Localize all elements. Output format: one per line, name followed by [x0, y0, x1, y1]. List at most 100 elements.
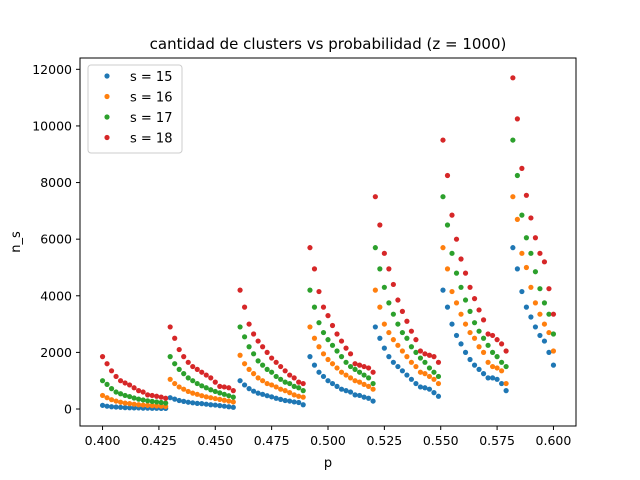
series-s0 — [99, 245, 557, 412]
data-point — [365, 365, 372, 371]
data-point — [246, 366, 252, 372]
data-point — [422, 371, 428, 377]
data-point — [413, 337, 419, 343]
data-point — [356, 392, 363, 399]
data-point — [510, 245, 516, 251]
data-point — [417, 369, 424, 375]
data-point — [136, 396, 142, 402]
data-point — [503, 363, 509, 370]
data-point — [172, 396, 178, 402]
legend-marker — [104, 114, 110, 120]
y-tick-label: 8000 — [40, 175, 72, 190]
data-point — [523, 192, 530, 198]
data-point — [390, 281, 396, 288]
data-point — [122, 405, 128, 411]
data-point — [381, 250, 387, 256]
data-point — [395, 297, 401, 303]
data-point — [485, 342, 491, 348]
data-point — [413, 363, 419, 370]
data-point — [99, 378, 106, 384]
data-point — [399, 308, 405, 314]
data-point — [273, 384, 279, 390]
data-point — [203, 401, 209, 407]
data-point — [226, 404, 232, 410]
legend-label: s = 18 — [130, 132, 172, 147]
data-point — [489, 332, 496, 339]
data-point — [255, 390, 261, 396]
data-point — [316, 344, 322, 350]
series-s1 — [99, 194, 557, 410]
data-point — [185, 375, 191, 381]
data-point — [176, 366, 182, 372]
data-point — [365, 375, 372, 381]
data-point — [386, 300, 392, 306]
legend: s = 15 s = 16 s = 17 s = 18 — [87, 64, 183, 154]
data-point — [458, 256, 464, 262]
data-point — [528, 284, 534, 290]
data-point — [467, 356, 473, 363]
data-point — [316, 288, 322, 295]
data-point — [503, 348, 509, 354]
y-axis-ticks: 0 2000 4000 6000 8000 10000 12000 — [32, 62, 80, 417]
data-point — [404, 335, 410, 341]
data-point — [386, 354, 392, 360]
data-point — [334, 331, 340, 337]
y-tick-label: 6000 — [40, 232, 72, 247]
data-point — [365, 395, 372, 401]
data-point — [311, 362, 318, 368]
data-point — [471, 362, 478, 368]
data-point — [251, 351, 257, 357]
data-point — [372, 324, 378, 330]
data-point — [99, 392, 106, 399]
data-point — [523, 264, 530, 271]
data-point — [541, 321, 548, 327]
data-point — [413, 380, 419, 387]
data-point — [449, 212, 455, 218]
data-point — [176, 346, 182, 353]
data-point — [158, 399, 164, 406]
data-point — [140, 402, 146, 408]
data-point — [167, 376, 173, 382]
data-point — [532, 324, 539, 330]
data-point — [208, 395, 214, 401]
data-point — [395, 363, 401, 370]
data-point — [329, 342, 336, 348]
data-point — [370, 369, 376, 375]
x-tick-label: 0.450 — [197, 433, 233, 448]
data-point — [104, 395, 110, 401]
data-point — [127, 393, 133, 400]
data-point — [471, 335, 478, 341]
data-point — [291, 375, 297, 381]
y-tick-label: 12000 — [32, 62, 72, 77]
data-point — [255, 338, 261, 344]
data-point — [546, 286, 552, 292]
data-point — [307, 324, 313, 330]
data-point — [462, 270, 469, 276]
data-point — [352, 361, 358, 367]
data-point — [453, 300, 460, 306]
data-point — [278, 386, 284, 392]
data-point — [356, 362, 363, 368]
data-point — [404, 318, 410, 324]
data-point — [190, 363, 196, 370]
data-point — [145, 398, 151, 404]
data-point — [343, 388, 349, 394]
data-point — [194, 380, 200, 387]
data-point — [444, 172, 451, 179]
data-point — [532, 300, 539, 306]
data-point — [386, 329, 392, 336]
data-point — [131, 401, 137, 407]
data-point — [113, 373, 119, 380]
data-point — [435, 393, 442, 399]
data-point — [127, 401, 133, 407]
data-point — [167, 395, 173, 401]
data-point — [190, 378, 196, 384]
data-point — [399, 368, 405, 374]
data-point — [381, 321, 387, 327]
data-point — [471, 296, 478, 302]
data-point — [528, 314, 534, 320]
data-point — [278, 396, 284, 402]
data-point — [282, 397, 288, 404]
data-point — [230, 404, 236, 410]
data-point — [329, 322, 336, 329]
